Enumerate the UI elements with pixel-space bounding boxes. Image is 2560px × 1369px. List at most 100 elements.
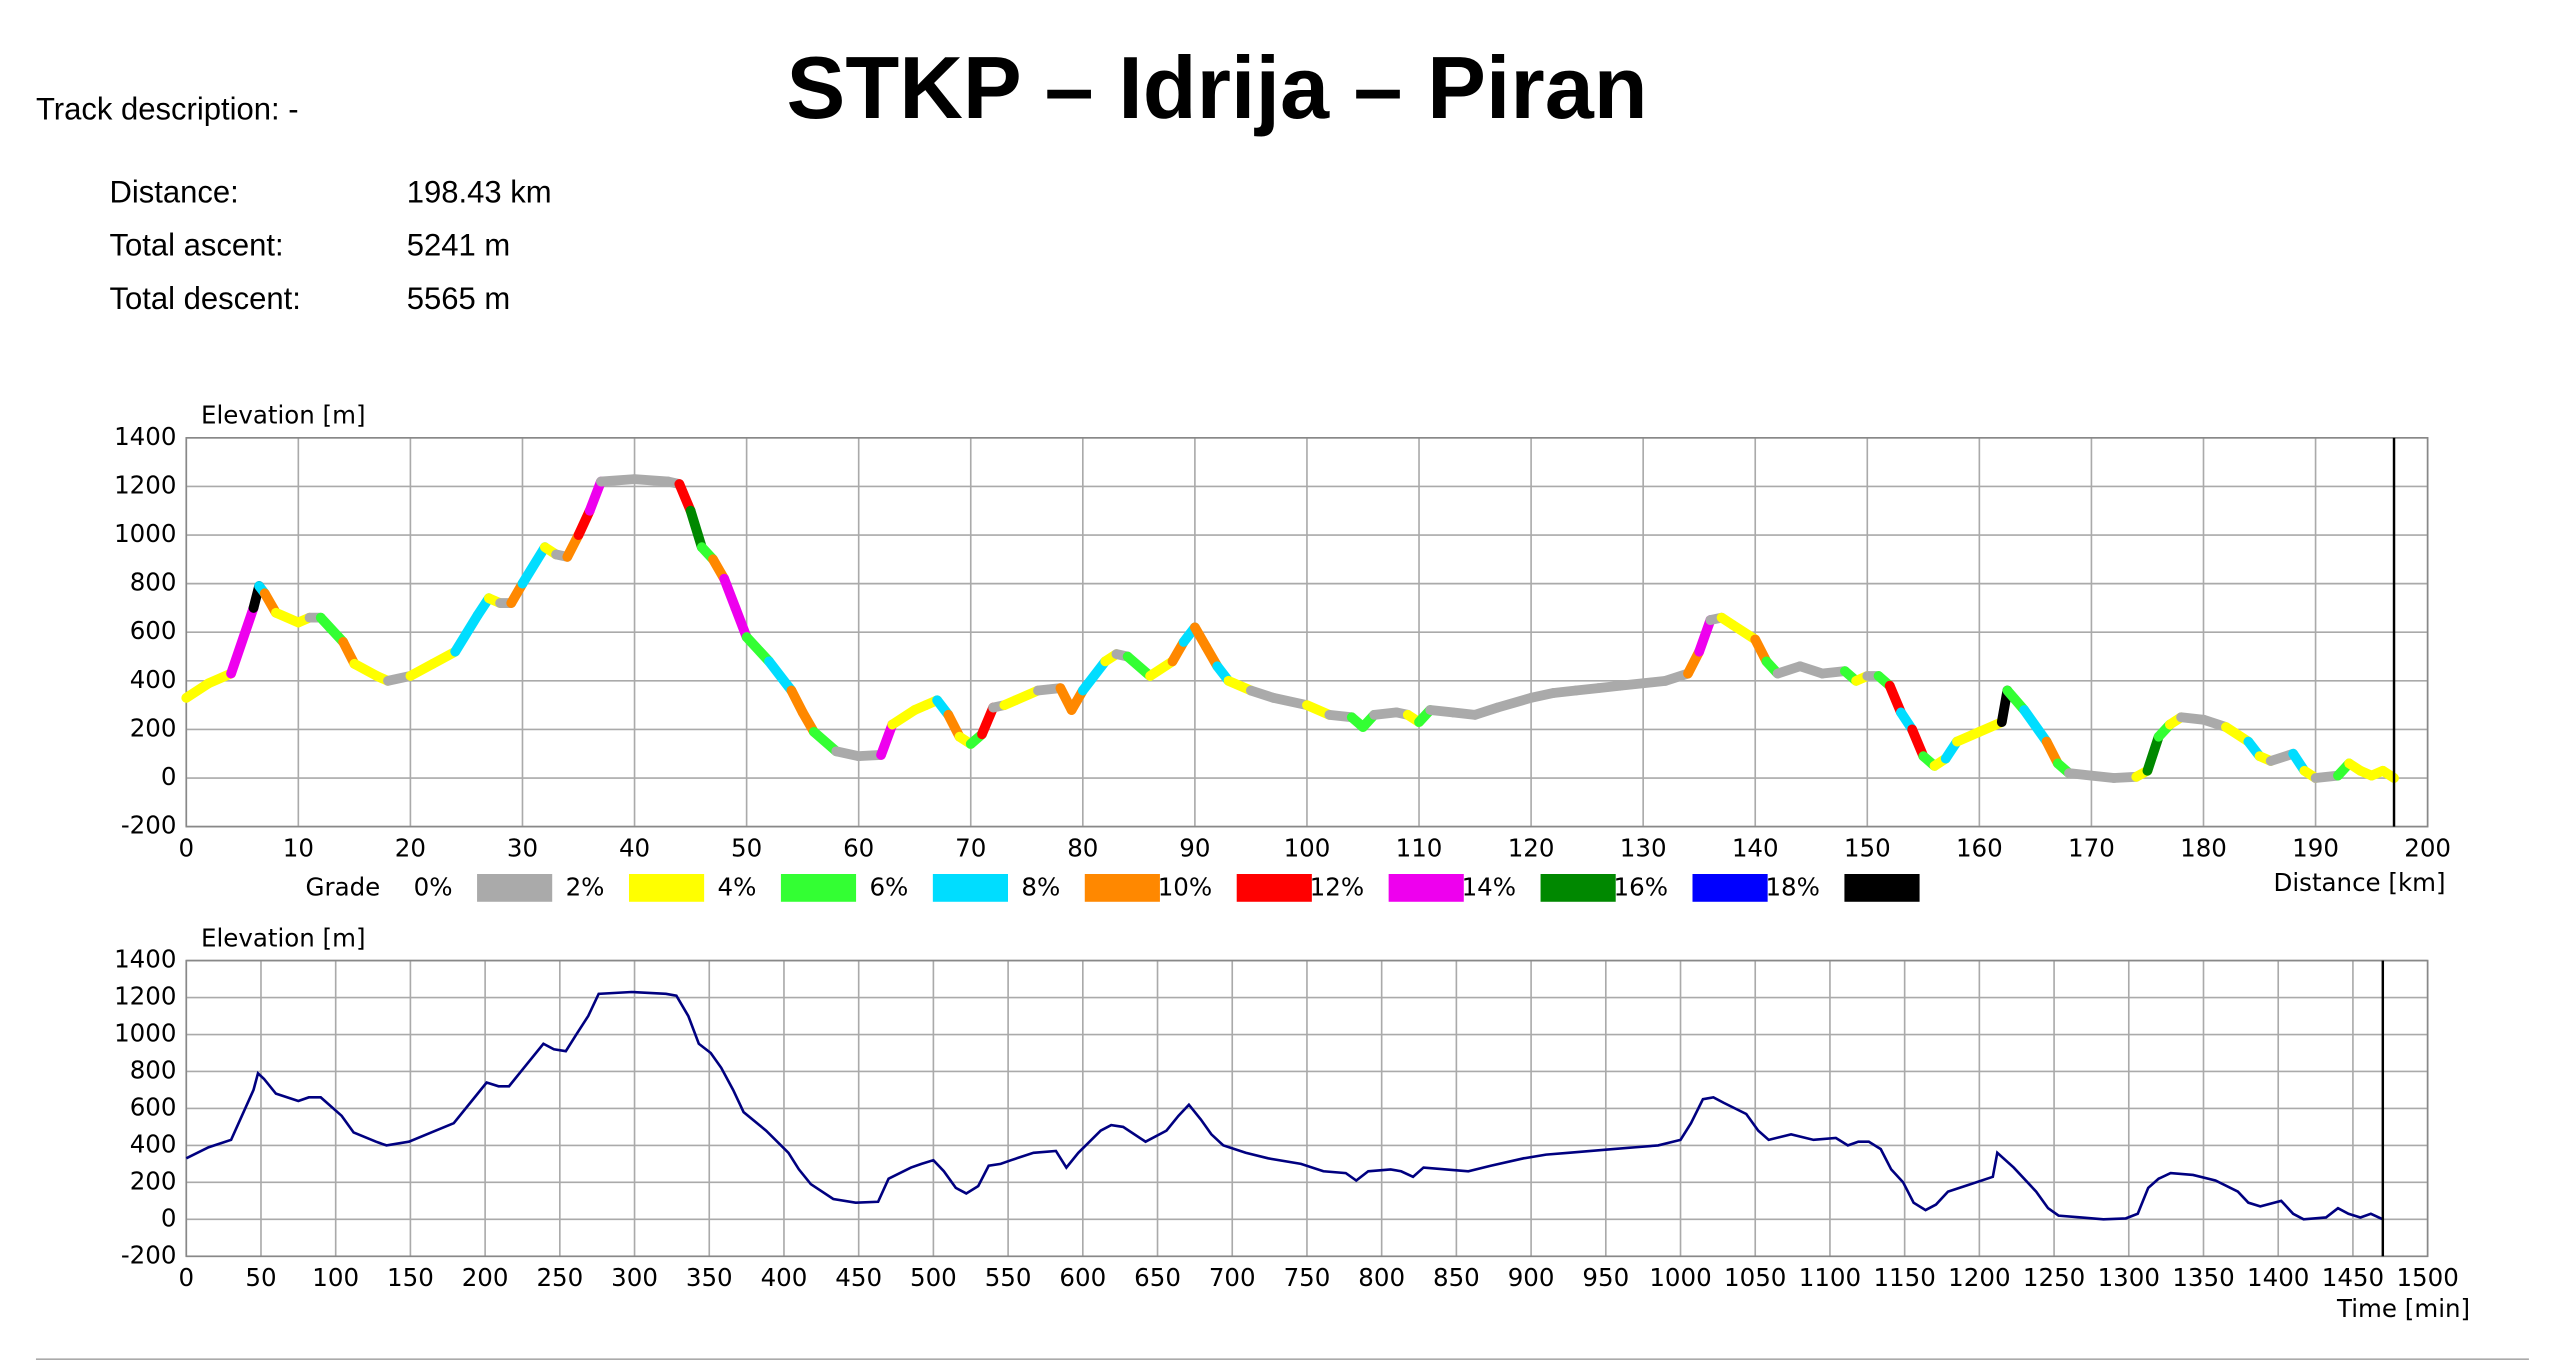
stat-label: Distance: [109, 175, 238, 210]
x-tick-label: 30 [507, 833, 538, 862]
x-tick-label: 0 [178, 1263, 194, 1292]
legend-title: Grade [306, 873, 381, 902]
legend-label: 6% [869, 873, 908, 902]
x-tick-label: 50 [731, 833, 762, 862]
legend-label: 2% [566, 873, 605, 902]
grade-segment [719, 573, 741, 613]
title: STKP – Idrija – Piran [787, 38, 1648, 137]
x-tick-label: 450 [835, 1263, 882, 1292]
legend-label: 16% [1614, 873, 1668, 902]
x-tick-label: 150 [387, 1263, 434, 1292]
x-tick-label: 100 [312, 1263, 359, 1292]
x-tick-label: 850 [1433, 1263, 1480, 1292]
y-tick-label: 600 [130, 616, 177, 645]
y-tick-label: 0 [161, 1203, 177, 1232]
grade-segment [1268, 692, 1312, 711]
legend-swatch [780, 874, 857, 902]
legend-swatch [932, 874, 1008, 902]
x-tick-label: 70 [955, 833, 986, 862]
y-tick-label: 600 [130, 1092, 177, 1121]
grade-segment [876, 719, 898, 760]
x-tick-label: 1100 [1799, 1263, 1861, 1292]
x-tick-label: 1250 [2023, 1263, 2085, 1292]
legend-swatch [628, 874, 705, 902]
grade-segment [315, 612, 349, 647]
legend-label: 4% [718, 873, 757, 902]
grade-segment [1492, 692, 1536, 713]
x-tick-label: 1200 [1948, 1263, 2010, 1292]
y-tick-label: 1000 [114, 519, 176, 548]
x-tick-label: 750 [1284, 1263, 1331, 1292]
x-tick-label: 110 [1396, 833, 1443, 862]
legend-label: 14% [1462, 873, 1516, 902]
stat-value: 198.43 km [407, 175, 552, 210]
y-tick-label: 800 [130, 1055, 177, 1084]
x-axis-label: Time [min] [2336, 1294, 2470, 1323]
x-tick-label: 100 [1284, 833, 1331, 862]
legend-swatch [477, 874, 553, 902]
x-tick-label: 140 [1732, 833, 1779, 862]
plot-frame [185, 959, 2429, 1258]
legend-swatch [1844, 874, 1920, 902]
y-tick-label: 400 [130, 665, 177, 694]
grade-segment [764, 656, 797, 696]
grade-segment [584, 476, 606, 516]
x-tick-label: 180 [2180, 833, 2227, 862]
elevation-line [185, 990, 2384, 1221]
x-tick-label: 190 [2292, 833, 2339, 862]
x-tick-label: 40 [619, 833, 650, 862]
x-tick-label: 160 [1956, 833, 2003, 862]
x-tick-label: 800 [1358, 1263, 1405, 1292]
grade-segment [808, 726, 842, 757]
legend-swatch [1692, 874, 1768, 902]
grade-segment [629, 474, 674, 487]
grade-segment [1122, 651, 1155, 681]
grade-segment [596, 474, 640, 487]
x-tick-label: 20 [395, 833, 426, 862]
y-tick-label: 400 [130, 1129, 177, 1158]
grade-segment [685, 505, 707, 553]
y-tick-label: 800 [130, 568, 177, 597]
y-tick-label: 200 [130, 713, 177, 742]
y-tick-label: 1200 [114, 470, 176, 499]
x-axis-label: Distance [km] [2274, 868, 2446, 897]
stat-value: 5565 m [407, 281, 510, 316]
legend-swatch [1540, 874, 1616, 902]
x-tick-label: 10 [283, 833, 314, 862]
y-tick-label: 1000 [114, 1019, 176, 1048]
x-tick-label: 650 [1134, 1263, 1181, 1292]
legend-label: 0% [414, 873, 453, 902]
y-tick-label: 0 [161, 762, 177, 791]
x-tick-label: 50 [245, 1263, 276, 1292]
x-tick-label: 1400 [2247, 1263, 2309, 1292]
grade-segment [741, 632, 774, 667]
x-tick-label: 250 [536, 1263, 583, 1292]
grade-segment [2142, 731, 2164, 776]
x-tick-label: 1000 [1649, 1263, 1711, 1292]
x-tick-label: 350 [686, 1263, 733, 1292]
x-tick-label: 700 [1209, 1263, 1256, 1292]
grade-segment [2377, 765, 2399, 783]
x-tick-label: 600 [1059, 1263, 1106, 1292]
x-tick-label: 1450 [2322, 1263, 2384, 1292]
legend-swatch [1388, 874, 1464, 902]
grade-segment [2019, 705, 2052, 747]
legend-label: 12% [1310, 873, 1364, 902]
x-tick-label: 500 [910, 1263, 957, 1292]
x-tick-label: 200 [462, 1263, 509, 1292]
legend-swatch [1084, 874, 1160, 902]
y-tick-label: 1400 [114, 945, 176, 974]
x-tick-label: 170 [2068, 833, 2115, 862]
x-tick-label: 550 [985, 1263, 1032, 1292]
x-tick-label: 80 [1067, 833, 1098, 862]
grade-segment [450, 610, 483, 657]
grade-segment [1077, 656, 1111, 696]
y-tick-label: 1200 [114, 982, 176, 1011]
y-axis-label: Elevation [m] [201, 923, 366, 952]
grade-segment [730, 603, 752, 642]
stat-label: Total descent: [109, 281, 300, 316]
grade-segment [517, 542, 550, 589]
stat-value: 5241 m [407, 228, 510, 263]
